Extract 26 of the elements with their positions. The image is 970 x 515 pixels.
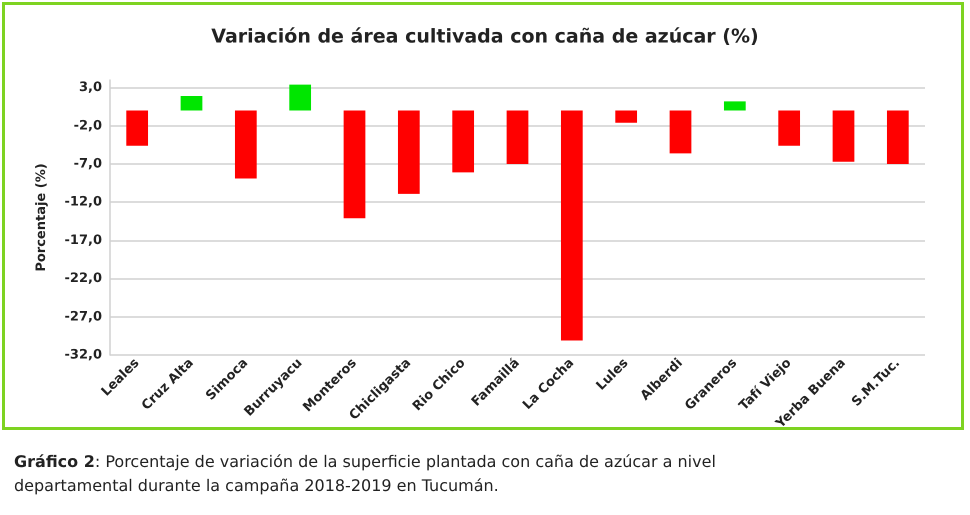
- y-axis-title: Porcentaje (%): [34, 163, 49, 272]
- y-tick-label: -2,0: [74, 118, 102, 134]
- y-tick-label: -22,0: [64, 271, 102, 286]
- y-tick-label: -17,0: [64, 232, 102, 248]
- bar: [615, 110, 638, 123]
- y-tick-label: -7,0: [74, 156, 102, 172]
- bar: [234, 110, 257, 179]
- bar: [778, 110, 800, 146]
- y-tick-label: -32,0: [64, 348, 102, 362]
- y-tick-label: 3,0: [78, 80, 102, 96]
- chart-title: Variación de área cultivada con caña de azúcar (%): [211, 26, 759, 48]
- bar: [560, 110, 583, 340]
- bar: [344, 110, 366, 218]
- y-tick-label: -12,0: [64, 194, 102, 210]
- bar: [886, 110, 909, 164]
- bar: [398, 110, 420, 194]
- bar: [832, 110, 854, 162]
- bar: [452, 110, 474, 172]
- text: Gráfico 2: Porcentaje de variación de la superficie plantada con caña de azúcar a nivel departamental durante la campaña 2018-2019 en Tucumán.: [14, 451, 717, 497]
- bar: [289, 84, 312, 111]
- y-tick-label: -27,0: [64, 309, 102, 324]
- bar: [180, 96, 202, 111]
- bar: [724, 101, 746, 111]
- bar: [670, 110, 692, 154]
- bar: [126, 110, 148, 146]
- bar: [506, 110, 528, 164]
